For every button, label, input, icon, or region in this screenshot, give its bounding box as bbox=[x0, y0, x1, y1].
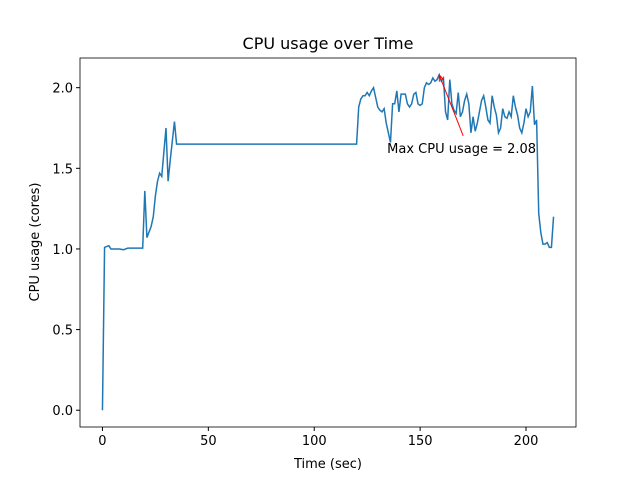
x-tick-label: 150 bbox=[408, 434, 433, 449]
arrow-head bbox=[438, 74, 445, 82]
y-tick-label: 0.0 bbox=[52, 404, 73, 419]
x-tick-label: 50 bbox=[200, 434, 217, 449]
y-axis-label: CPU usage (cores) bbox=[28, 183, 43, 302]
annotation-arrow bbox=[438, 74, 464, 136]
y-tick-label: 2.0 bbox=[52, 82, 73, 97]
y-tick-label: 0.5 bbox=[52, 324, 73, 339]
x-tick-label: 100 bbox=[302, 434, 327, 449]
annotation-text: Max CPU usage = 2.08 bbox=[387, 142, 536, 157]
data-line bbox=[101, 72, 555, 411]
y-tick-label: 1.0 bbox=[52, 243, 73, 258]
plot-frame bbox=[79, 57, 577, 428]
x-tick-label: 200 bbox=[514, 434, 539, 449]
chart-title: CPU usage over Time bbox=[243, 34, 414, 53]
x-axis-label: Time (sec) bbox=[293, 457, 362, 472]
y-tick-label: 1.5 bbox=[52, 162, 73, 177]
x-tick-label: 0 bbox=[98, 434, 106, 449]
